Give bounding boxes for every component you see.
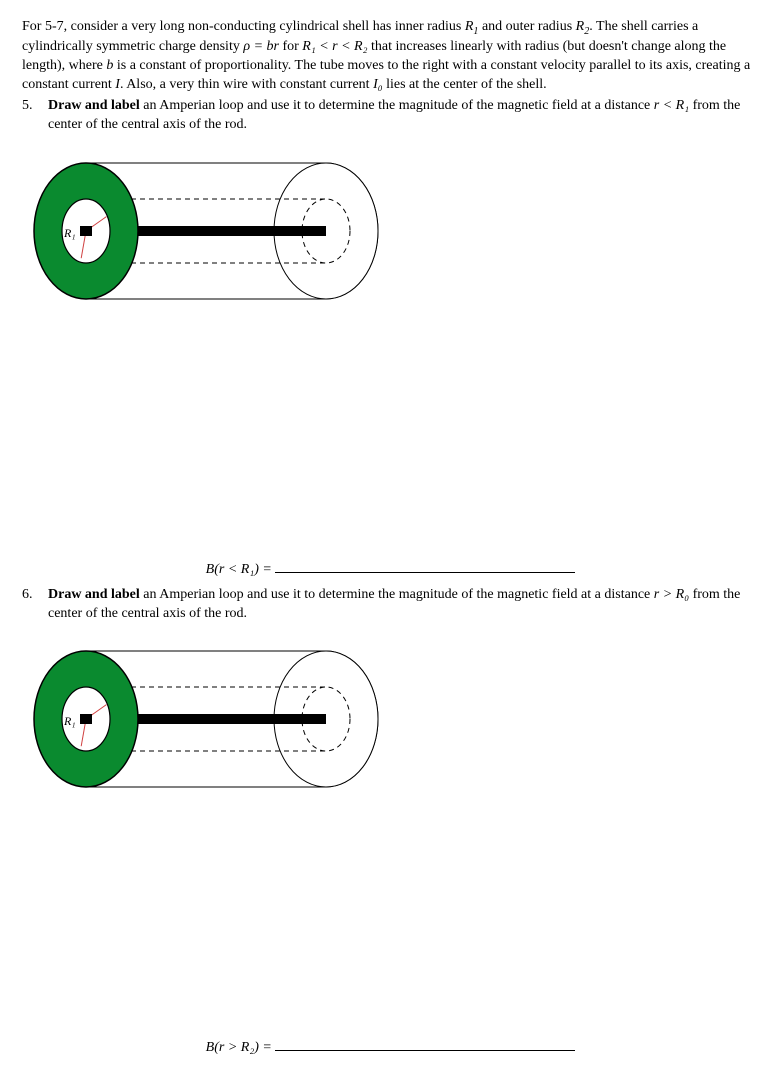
- q6-lead: Draw and label: [48, 587, 140, 602]
- answer-line-q6: B(r > R₂) =: [22, 1036, 759, 1058]
- q5-number: 5.: [22, 97, 48, 116]
- q6-cond: r > R₀: [654, 587, 689, 602]
- diagram-q5: R₁: [22, 145, 759, 328]
- sym-R2: R2: [576, 19, 590, 34]
- sym-range: R₁ < r < R₂: [302, 39, 367, 54]
- svg-text:R₁: R₁: [63, 714, 76, 728]
- q5-text: an Amperian loop and use it to determine…: [140, 98, 654, 113]
- question-6: 6. Draw and label an Amperian loop and u…: [22, 586, 759, 624]
- intro-paragraph: For 5-7, consider a very long non-conduc…: [22, 18, 759, 95]
- answer-line-q5: B(r < R₁) =: [22, 558, 759, 580]
- intro-text: . Also, a very thin wire with constant c…: [120, 77, 373, 92]
- answer-label-q6: B(r > R₂) =: [206, 1040, 276, 1055]
- intro-text: For 5-7, consider a very long non-conduc…: [22, 19, 465, 34]
- answer-blank-q6: [275, 1036, 575, 1051]
- intro-text: and outer radius: [478, 19, 575, 34]
- answer-blank-q5: [275, 558, 575, 573]
- q6-text: an Amperian loop and use it to determine…: [140, 587, 654, 602]
- sym-R1: R1: [465, 19, 479, 34]
- answer-label-q5: B(r < R₁) =: [206, 562, 276, 577]
- intro-text: lies at the center of the shell.: [383, 77, 547, 92]
- sym-rho: ρ = br: [243, 39, 279, 54]
- diagram-q6: R₁: [22, 633, 759, 816]
- q6-number: 6.: [22, 586, 48, 605]
- question-5: 5. Draw and label an Amperian loop and u…: [22, 97, 759, 135]
- workspace-q6: [22, 826, 759, 1026]
- workspace-q5: [22, 338, 759, 548]
- svg-text:R₁: R₁: [63, 226, 76, 240]
- cylinder-diagram-icon: R₁: [22, 633, 382, 809]
- sym-I0: I₀: [373, 77, 383, 92]
- cylinder-diagram-icon: R₁: [22, 145, 382, 321]
- q5-lead: Draw and label: [48, 98, 140, 113]
- intro-text: for: [279, 39, 302, 54]
- q5-cond: r < R₁: [654, 98, 689, 113]
